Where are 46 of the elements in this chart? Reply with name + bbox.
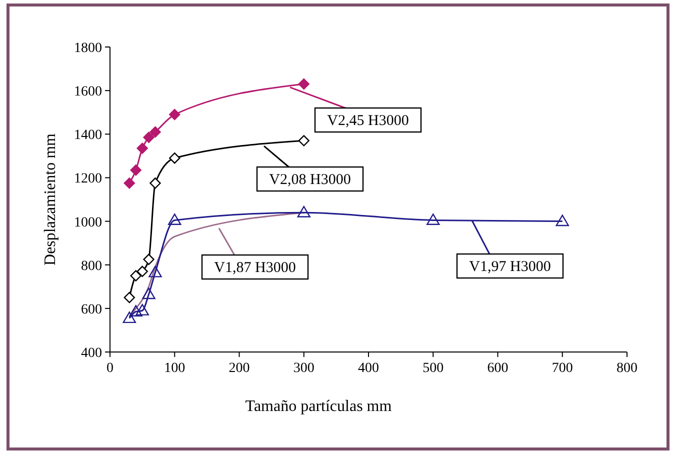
- x-tick-label: 100: [164, 361, 186, 376]
- point: [298, 135, 310, 146]
- x-tick-label: 800: [616, 361, 638, 376]
- point: [136, 304, 149, 316]
- point: [122, 312, 136, 324]
- point: [136, 142, 148, 154]
- x-tick-label: 400: [358, 361, 379, 376]
- y-tick-label: 600: [81, 302, 102, 318]
- legend-label: V1,97 H3000: [469, 259, 551, 275]
- legend-label: V1,87 H3000: [214, 260, 296, 276]
- y-tick-label: 800: [81, 258, 102, 274]
- x-tick-label: 700: [552, 361, 573, 376]
- point: [426, 214, 440, 225]
- point: [169, 108, 180, 120]
- point: [148, 266, 162, 278]
- x-tick-label: 200: [228, 361, 250, 376]
- legend-label: V2,08 H3000: [269, 172, 351, 188]
- x-tick-label: 300: [293, 361, 314, 376]
- point: [556, 214, 569, 226]
- point: [143, 132, 154, 144]
- legend-label: V2,45 H3000: [327, 113, 409, 129]
- point: [142, 288, 156, 300]
- y-tick-label: 400: [81, 346, 102, 361]
- point: [124, 178, 135, 189]
- point: [129, 305, 142, 316]
- point: [130, 270, 142, 282]
- point: [136, 266, 148, 277]
- point: [143, 254, 154, 266]
- point: [150, 126, 161, 138]
- y-tick-label: 1600: [74, 84, 102, 100]
- x-axis-title: Tamaño partículas mm: [245, 398, 392, 415]
- y-axis-title: Desplazamiento mm: [42, 132, 59, 266]
- y-tick-label: 1200: [74, 172, 102, 187]
- x-tick-label: 0: [106, 361, 114, 376]
- y-tick-label: 1400: [74, 128, 102, 144]
- point: [168, 214, 182, 225]
- x-tick-label: 600: [487, 361, 508, 376]
- y-tick-label: 1000: [74, 215, 102, 230]
- point: [124, 292, 135, 304]
- point: [169, 152, 180, 164]
- point: [298, 78, 310, 90]
- point: [130, 164, 142, 176]
- x-tick-label: 500: [422, 361, 444, 376]
- y-tick-label: 1800: [74, 41, 102, 56]
- point: [150, 178, 161, 189]
- point: [297, 206, 310, 218]
